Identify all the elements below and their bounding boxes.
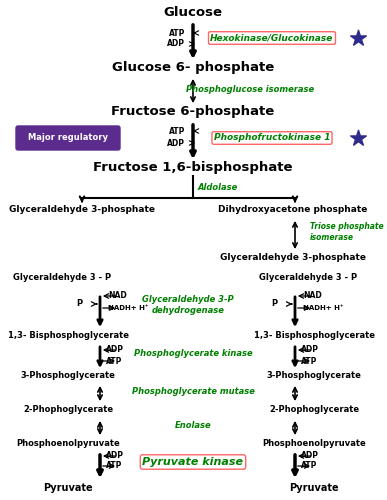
Text: 3-Phosphoglycerate: 3-Phosphoglycerate (21, 372, 115, 380)
Text: Pyruvate: Pyruvate (289, 483, 339, 493)
Text: ADP: ADP (301, 346, 319, 354)
Text: Glyceraldehyde 3-P
dehydrogenase: Glyceraldehyde 3-P dehydrogenase (142, 296, 234, 314)
Text: Phosphoglycerate kinase: Phosphoglycerate kinase (134, 350, 252, 358)
Text: Pyruvate kinase: Pyruvate kinase (142, 457, 243, 467)
Text: Phosphoglucose isomerase: Phosphoglucose isomerase (186, 86, 314, 94)
Text: ADP: ADP (167, 138, 185, 147)
Text: Hexokinase/Glucokinase: Hexokinase/Glucokinase (210, 34, 334, 42)
Text: P: P (271, 300, 277, 308)
Text: Fructose 6-phosphate: Fructose 6-phosphate (111, 106, 275, 118)
Text: Fructose 1,6-bisphosphate: Fructose 1,6-bisphosphate (93, 162, 293, 174)
Text: 3-Phosphoglycerate: 3-Phosphoglycerate (267, 372, 361, 380)
Text: Glyceraldehyde 3 - P: Glyceraldehyde 3 - P (13, 274, 111, 282)
Text: 2-Phophoglycerate: 2-Phophoglycerate (23, 406, 113, 414)
Text: ADP: ADP (106, 452, 124, 460)
Text: ADP: ADP (167, 40, 185, 48)
Text: ATP: ATP (301, 356, 317, 366)
Text: Triose phosphate
isomerase: Triose phosphate isomerase (310, 222, 384, 242)
Text: ATP: ATP (301, 462, 317, 470)
Text: Phosphoenolpyruvate: Phosphoenolpyruvate (16, 440, 120, 448)
Text: ATP: ATP (106, 462, 122, 470)
Text: NAD: NAD (303, 292, 322, 300)
FancyBboxPatch shape (16, 126, 120, 150)
Text: Glyceraldehyde 3 - P: Glyceraldehyde 3 - P (259, 274, 357, 282)
Text: Dihydroxyacetone phosphate: Dihydroxyacetone phosphate (218, 206, 368, 214)
Text: NAD: NAD (108, 292, 127, 300)
Text: ADP: ADP (301, 452, 319, 460)
Text: Enolase: Enolase (175, 420, 211, 430)
Text: NADH+ H⁺: NADH+ H⁺ (108, 305, 149, 311)
Text: 2-Phophoglycerate: 2-Phophoglycerate (269, 406, 359, 414)
Text: 1,3- Bisphosphoglycerate: 1,3- Bisphosphoglycerate (253, 332, 375, 340)
Text: Glucose 6- phosphate: Glucose 6- phosphate (112, 62, 274, 74)
Text: NADH+ H⁺: NADH+ H⁺ (303, 305, 344, 311)
Text: Glyceraldehyde 3-phosphate: Glyceraldehyde 3-phosphate (220, 254, 366, 262)
Text: ADP: ADP (106, 346, 124, 354)
Text: Aldolase: Aldolase (198, 184, 238, 192)
Text: ATP: ATP (169, 28, 185, 38)
Text: 1,3- Bisphosphoglycerate: 1,3- Bisphosphoglycerate (7, 332, 128, 340)
Point (355, 134, 361, 142)
Text: Phosphoenolpyruvate: Phosphoenolpyruvate (262, 440, 366, 448)
Text: Pyruvate: Pyruvate (43, 483, 93, 493)
Point (355, 34, 361, 42)
Text: Phosphoglycerate mutase: Phosphoglycerate mutase (132, 388, 254, 396)
Text: Glyceraldehyde 3-phosphate: Glyceraldehyde 3-phosphate (9, 206, 155, 214)
Text: ATP: ATP (169, 126, 185, 136)
Text: Major regulatory: Major regulatory (28, 134, 108, 142)
Text: P: P (76, 300, 82, 308)
Text: ATP: ATP (106, 356, 122, 366)
Text: Glucose: Glucose (163, 6, 223, 18)
Text: Phosphofructokinase 1: Phosphofructokinase 1 (214, 134, 330, 142)
